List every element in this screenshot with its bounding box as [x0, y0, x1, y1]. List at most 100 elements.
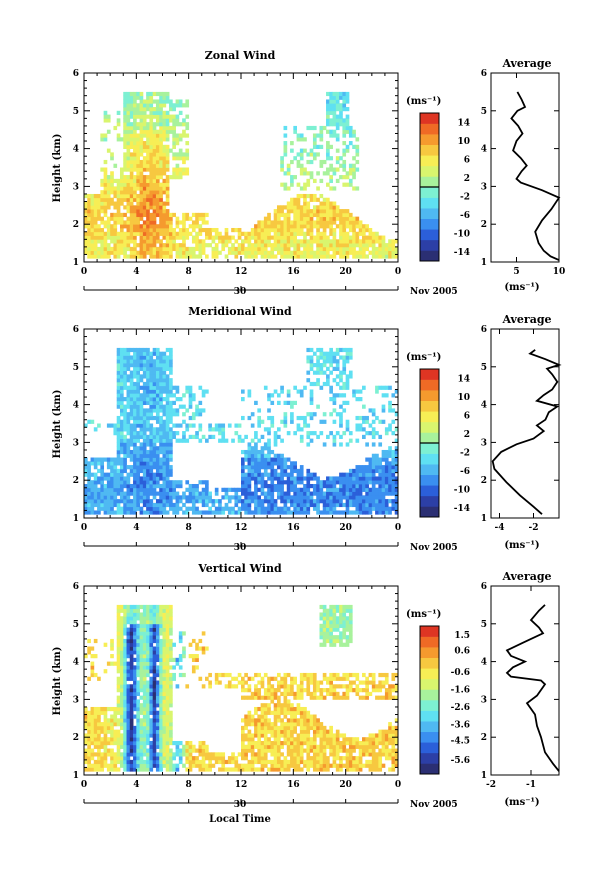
heatmap-cell — [178, 756, 183, 761]
heatmap-cell — [342, 355, 347, 360]
heatmap-cell — [142, 457, 147, 462]
heatmap-cell — [335, 351, 340, 356]
heatmap-cell — [185, 480, 190, 485]
heatmap-cell — [133, 125, 137, 131]
heatmap-cell — [149, 182, 154, 187]
heatmap-cell — [345, 118, 350, 123]
heatmap-cell — [342, 370, 347, 375]
heatmap-cell — [116, 740, 121, 746]
heatmap-cell — [149, 684, 154, 689]
heatmap-cell — [178, 631, 183, 636]
heatmap-cell — [162, 186, 167, 191]
heatmap-cell — [299, 434, 304, 440]
heatmap-cell — [381, 385, 386, 390]
heatmap-cell — [139, 118, 144, 123]
heatmap-cell — [116, 254, 121, 259]
heatmap-cell — [139, 684, 144, 689]
heatmap-cell — [139, 397, 144, 402]
heatmap-cell — [142, 347, 147, 353]
heatmap-cell — [188, 434, 193, 440]
heatmap-cell — [142, 243, 147, 248]
heatmap-cell — [169, 740, 173, 746]
heatmap-cell — [126, 167, 131, 172]
heatmap-cell — [142, 103, 147, 108]
heatmap-cell — [162, 254, 167, 259]
heatmap-cell — [159, 763, 163, 768]
heatmap-cell — [182, 412, 186, 417]
heatmap-cell — [106, 483, 111, 489]
heatmap-cell — [129, 246, 134, 252]
heatmap-cell — [129, 355, 134, 360]
heatmap-cell — [119, 457, 124, 462]
heatmap-cell — [355, 468, 360, 474]
heatmap-cell — [162, 635, 167, 640]
heatmap-cell — [149, 608, 154, 613]
heatmap-cell — [234, 499, 239, 504]
heatmap-cell — [273, 389, 278, 394]
heatmap-cell — [106, 246, 111, 252]
heatmap-cell — [345, 107, 350, 112]
heatmap-cell — [103, 182, 108, 187]
heatmap-cell — [110, 510, 114, 515]
colorbar-tick-label: -10 — [454, 229, 470, 239]
heatmap-cell — [254, 483, 258, 489]
heatmap-cell — [299, 415, 304, 421]
heatmap-cell — [93, 472, 98, 477]
heatmap-cell — [146, 453, 150, 458]
heatmap-cell — [303, 209, 307, 214]
heatmap-cell — [136, 216, 140, 221]
heatmap-cell — [133, 355, 137, 360]
heatmap-cell — [191, 506, 196, 511]
heatmap-cell — [342, 182, 347, 187]
heatmap-cell — [123, 442, 127, 447]
heatmap-cell — [375, 510, 379, 515]
heatmap-cell — [172, 239, 176, 244]
heatmap-cell — [191, 254, 196, 259]
heatmap-cell — [136, 740, 140, 746]
heatmap-cell — [175, 438, 180, 443]
heatmap-cell — [312, 224, 317, 229]
heatmap-cell — [358, 227, 363, 233]
heatmap-cell — [155, 159, 160, 165]
heatmap-cell — [293, 461, 297, 466]
heatmap-cell — [345, 231, 350, 236]
heatmap-cell — [198, 254, 203, 259]
heatmap-cell — [276, 427, 281, 432]
heatmap-cell — [133, 510, 137, 515]
heatmap-cell — [303, 216, 307, 221]
heatmap-cell — [345, 209, 350, 214]
heatmap-cell — [182, 156, 186, 161]
heatmap-cell — [119, 408, 124, 413]
heatmap-cell — [155, 499, 160, 504]
heatmap-cell — [280, 495, 284, 500]
heatmap-cell — [227, 510, 232, 515]
heatmap-cell — [116, 688, 121, 693]
heatmap-cell — [133, 438, 137, 443]
heatmap-cell — [182, 404, 186, 409]
heatmap-cell — [169, 246, 173, 252]
heatmap-cell — [84, 752, 88, 757]
heatmap-cell — [100, 167, 105, 172]
heatmap-cell — [276, 246, 281, 252]
heatmap-cell — [339, 499, 343, 504]
heatmap-cell — [139, 449, 144, 455]
heatmap-cell — [172, 502, 176, 508]
average-y-tick-label: 2 — [481, 476, 487, 486]
heatmap-cell — [326, 351, 330, 356]
heatmap-cell — [123, 224, 127, 229]
heatmap-cell — [133, 423, 137, 428]
heatmap-cell — [116, 201, 121, 206]
heatmap-cell — [309, 483, 314, 489]
heatmap-cell — [155, 465, 160, 470]
heatmap-cell — [185, 740, 190, 746]
heatmap-cell — [133, 733, 137, 738]
heatmap-cell — [152, 148, 157, 153]
heatmap-cell — [133, 744, 137, 749]
heatmap-cell — [172, 385, 176, 390]
heatmap-cell — [119, 434, 124, 440]
heatmap-cell — [342, 472, 347, 477]
heatmap-cell — [175, 231, 180, 236]
heatmap-cell — [276, 472, 281, 477]
heatmap-cell — [263, 254, 268, 259]
heatmap-cell — [296, 152, 301, 157]
